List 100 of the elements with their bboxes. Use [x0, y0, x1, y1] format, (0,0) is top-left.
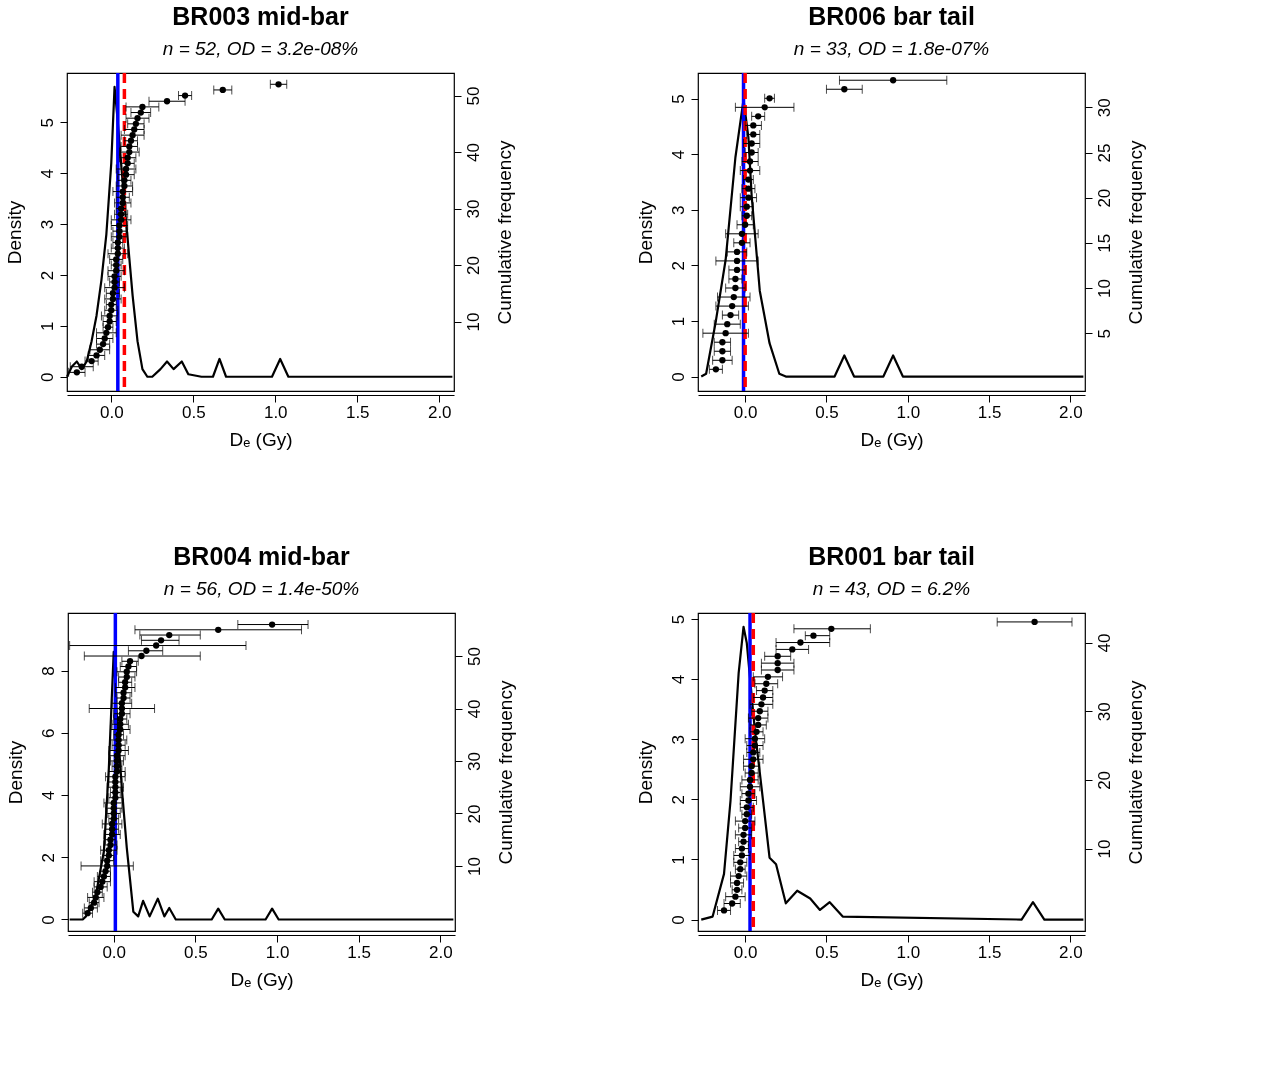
point — [759, 694, 767, 701]
x-axis-title: Dₑ (Gy) — [860, 428, 924, 450]
chart-title: BR004 mid-bar — [173, 542, 350, 571]
y-tick-label: 5 — [668, 614, 688, 625]
point — [110, 805, 117, 812]
point — [119, 188, 126, 195]
point — [728, 900, 736, 907]
point — [115, 742, 122, 749]
point — [121, 679, 129, 686]
point — [181, 92, 189, 99]
point — [741, 221, 749, 228]
point — [115, 736, 122, 744]
y-axis-title: Density — [634, 200, 656, 265]
chart-title: BR003 mid-bar — [172, 2, 349, 31]
point — [732, 893, 739, 900]
point — [121, 182, 128, 190]
y2-tick-label: 30 — [463, 199, 483, 219]
point — [106, 312, 113, 320]
y2-tick-label: 10 — [463, 312, 483, 332]
x-tick-label: 1.5 — [977, 402, 1002, 422]
y2-tick-label: 20 — [1094, 770, 1114, 790]
point — [733, 266, 741, 274]
y-tick-label: 4 — [37, 169, 57, 179]
y2-tick-label: 5 — [1094, 328, 1114, 339]
point — [810, 632, 817, 639]
y-tick-label: 0 — [668, 372, 688, 382]
point — [113, 267, 120, 274]
point — [745, 185, 752, 192]
point — [137, 109, 144, 116]
point — [114, 250, 121, 257]
point — [112, 784, 119, 791]
point — [753, 728, 760, 735]
point — [743, 804, 750, 811]
point — [719, 348, 726, 355]
point — [105, 847, 112, 854]
y2-tick-label: 30 — [1094, 702, 1114, 722]
chart-subtitle: n = 56, OD = 1.4e-50% — [163, 578, 360, 600]
y2-axis-title: Cumulative frequency — [494, 680, 516, 865]
point — [93, 352, 100, 359]
y-tick-label: 2 — [668, 795, 688, 805]
point — [73, 369, 80, 376]
point — [764, 673, 772, 681]
y-tick-label: 8 — [38, 666, 58, 676]
point — [108, 826, 116, 833]
point — [153, 642, 160, 649]
point — [745, 790, 752, 797]
point — [88, 357, 95, 365]
point — [97, 883, 104, 891]
y-tick-label: 0 — [668, 915, 688, 925]
point — [87, 904, 95, 912]
point — [119, 194, 126, 201]
x-tick-label: 0.0 — [99, 402, 124, 422]
x-tick-label: 2.0 — [428, 942, 453, 962]
point — [104, 862, 111, 870]
point — [132, 120, 140, 127]
y2-axis-title: Cumulative frequency — [493, 140, 515, 325]
point — [143, 647, 150, 654]
x-tick-label: 2.0 — [427, 402, 452, 422]
point — [96, 346, 103, 353]
x-tick-label: 0.5 — [184, 942, 208, 962]
point — [106, 318, 113, 325]
y2-axis-title: Cumulative frequency — [1124, 140, 1146, 325]
y-tick-label: 4 — [38, 790, 58, 801]
point — [728, 302, 736, 310]
point — [750, 756, 757, 763]
y-tick-label: 1 — [668, 316, 688, 327]
point — [755, 113, 762, 120]
point — [761, 104, 768, 111]
y-axis-title: Density — [4, 740, 26, 805]
point — [121, 684, 129, 691]
point — [163, 98, 171, 105]
point — [116, 228, 123, 235]
point — [118, 700, 126, 707]
point — [748, 763, 755, 770]
point — [107, 841, 114, 849]
point — [115, 747, 122, 754]
point — [719, 357, 726, 364]
x-tick-label: 1.0 — [265, 942, 290, 962]
y-tick-label: 3 — [37, 219, 57, 230]
y2-tick-label: 40 — [464, 699, 484, 719]
point — [92, 894, 99, 901]
point — [109, 290, 117, 297]
point — [737, 859, 744, 866]
point — [741, 817, 749, 825]
point — [126, 143, 133, 150]
chart-title: BR006 bar tail — [808, 2, 975, 31]
y2-axis-title: Cumulative frequency — [1124, 680, 1146, 865]
x-tick-label: 0.0 — [733, 942, 758, 962]
x-tick-label: 1.0 — [263, 402, 288, 422]
point — [748, 140, 755, 147]
point — [117, 721, 124, 728]
point — [100, 873, 108, 880]
y-axis-title: Density — [3, 200, 25, 265]
point — [732, 275, 739, 283]
x-tick-label: 0.0 — [102, 942, 127, 962]
point — [108, 307, 115, 314]
point — [746, 776, 754, 784]
point — [78, 363, 85, 370]
point — [738, 230, 746, 237]
point — [1031, 618, 1038, 626]
